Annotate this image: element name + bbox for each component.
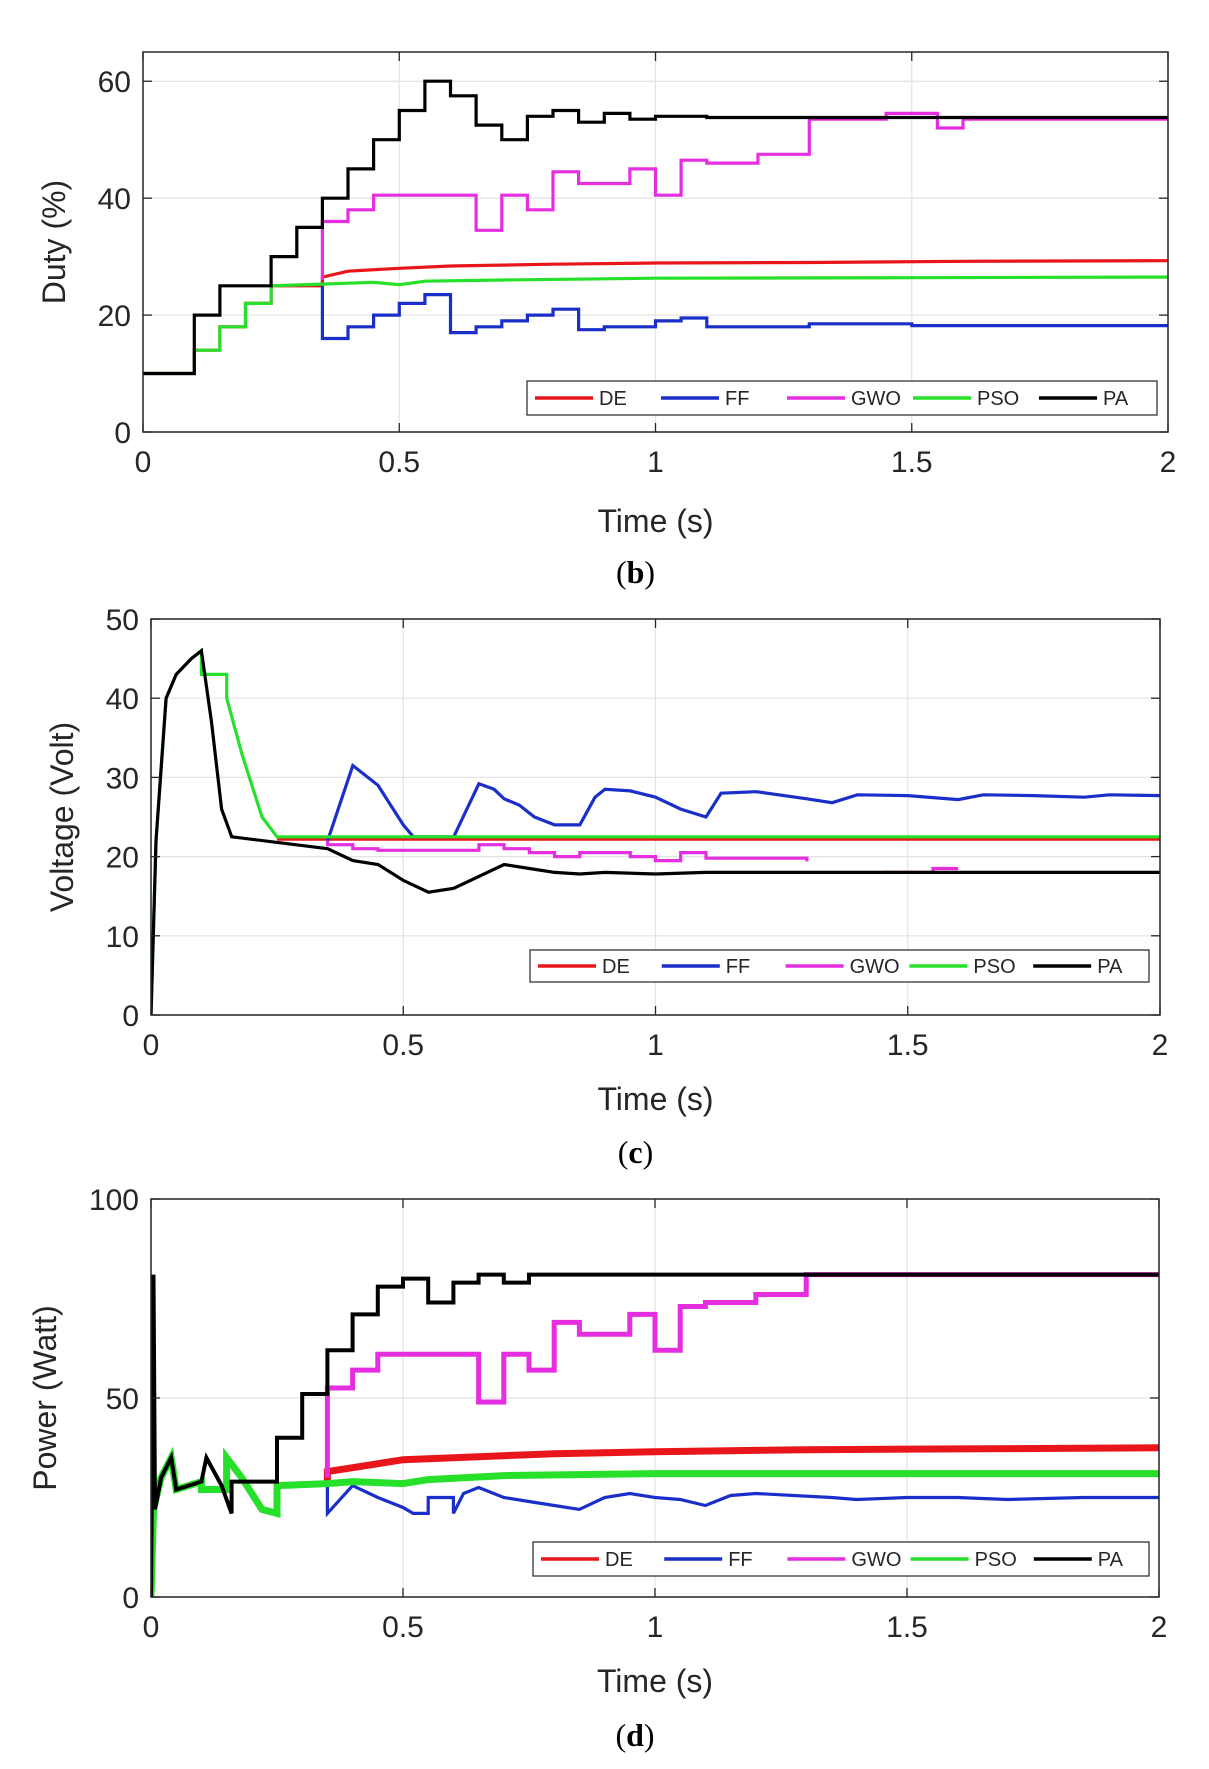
series-line-ff xyxy=(320,285,1168,341)
y-tick-label: 20 xyxy=(106,842,139,875)
x-tick-label: 2 xyxy=(1151,1611,1168,1644)
caption-open: ( xyxy=(615,1717,626,1753)
legend: DE FF GWO PSO PA xyxy=(526,380,1158,416)
caption-letter: b xyxy=(627,554,645,590)
series-line-de xyxy=(323,1444,1159,1486)
legend-label-gwo: GWO xyxy=(850,956,900,978)
x-tick-label: 1.5 xyxy=(891,446,933,479)
legend-label-ff: FF xyxy=(725,388,749,410)
series-line-pa xyxy=(151,1272,1159,1597)
x-tick-label: 0 xyxy=(143,1611,160,1644)
x-tick-label: 1.5 xyxy=(886,1611,928,1644)
x-tick-label: 2 xyxy=(1152,1029,1169,1062)
series-line-ff xyxy=(325,1483,1159,1518)
legend-label-gwo: GWO xyxy=(851,388,901,410)
legend-label-ff: FF xyxy=(726,956,750,978)
y-tick-label: 50 xyxy=(106,1383,139,1416)
legend-label-pso: PSO xyxy=(975,1549,1017,1571)
x-tick-label: 0 xyxy=(143,1029,160,1062)
series-group xyxy=(151,647,1160,1015)
series-line-pa xyxy=(151,647,1160,1015)
legend: DE FF GWO PSO PA xyxy=(532,1541,1150,1577)
y-tick-label: 20 xyxy=(98,300,131,333)
x-axis-label: Time (s) xyxy=(597,503,713,539)
x-tick-label: 0.5 xyxy=(378,446,420,479)
y-axis-label: Duty (%) xyxy=(36,180,72,304)
y-tick-label: 40 xyxy=(106,683,139,716)
x-tick-label: 1 xyxy=(647,1029,664,1062)
y-tick-label: 0 xyxy=(114,417,131,450)
legend-label-pso: PSO xyxy=(973,956,1015,978)
legend-label-pa: PA xyxy=(1103,388,1129,410)
chart-panel-d: 0 0.5 1 1.5 2 0 50 100 Time (s) Power (Watt) (d) DE… xyxy=(27,1184,1167,1753)
x-axis-label: Time (s) xyxy=(597,1081,713,1117)
series-group xyxy=(143,79,1168,376)
caption-open: ( xyxy=(618,1134,629,1170)
y-tick-label: 60 xyxy=(98,66,131,99)
x-tick-label: 1.5 xyxy=(887,1029,929,1062)
caption-open: ( xyxy=(616,554,627,590)
x-axis-label: Time (s) xyxy=(597,1663,713,1699)
series-line-gwo xyxy=(326,840,809,863)
panel-caption: (c) xyxy=(618,1134,654,1170)
x-tick-label: 0.5 xyxy=(382,1029,424,1062)
legend-label-de: DE xyxy=(602,956,630,978)
caption-close: ) xyxy=(644,1717,655,1753)
y-tick-label: 30 xyxy=(106,762,139,795)
caption-letter: d xyxy=(626,1717,644,1753)
y-axis-label: Voltage (Volt) xyxy=(44,722,80,912)
series-line-gwo xyxy=(324,1272,1159,1478)
legend-label-pso: PSO xyxy=(977,388,1019,410)
y-tick-label: 100 xyxy=(89,1184,139,1217)
caption-close: ) xyxy=(643,1134,654,1170)
panel-caption: (d) xyxy=(615,1717,654,1753)
series-line-pa xyxy=(143,79,1168,376)
y-tick-label: 0 xyxy=(122,1000,139,1033)
x-tick-label: 0.5 xyxy=(382,1611,424,1644)
x-tick-label: 1 xyxy=(647,1611,664,1644)
caption-close: ) xyxy=(644,554,655,590)
legend: DE FF GWO PSO PA xyxy=(529,949,1150,983)
y-tick-label: 0 xyxy=(122,1582,139,1615)
y-axis-label: Power (Watt) xyxy=(27,1305,63,1491)
panel-caption: (b) xyxy=(616,554,655,590)
legend-label-ff: FF xyxy=(728,1549,752,1571)
legend-label-gwo: GWO xyxy=(851,1549,901,1571)
y-tick-label: 50 xyxy=(106,604,139,637)
x-tick-label: 1 xyxy=(647,446,664,479)
y-tick-label: 10 xyxy=(106,921,139,954)
legend-label-de: DE xyxy=(605,1549,633,1571)
caption-letter: c xyxy=(628,1134,642,1170)
series-group xyxy=(151,1272,1159,1597)
tick-group: 0 0.5 1 1.5 2 0 50 100 xyxy=(89,1184,1167,1644)
legend-label-pa: PA xyxy=(1097,956,1123,978)
legend-label-de: DE xyxy=(599,388,627,410)
x-tick-label: 2 xyxy=(1160,446,1177,479)
x-tick-label: 0 xyxy=(135,446,152,479)
legend-label-pa: PA xyxy=(1098,1549,1124,1571)
y-tick-label: 40 xyxy=(98,183,131,216)
